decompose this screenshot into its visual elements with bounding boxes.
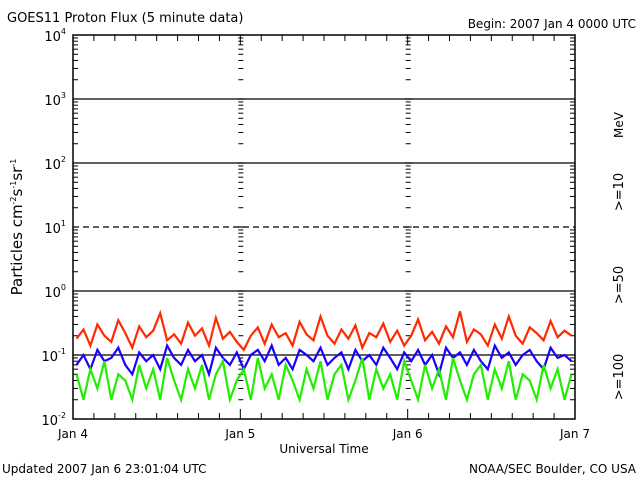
y-tick-label: 104 xyxy=(44,27,66,45)
series-lines xyxy=(75,309,573,404)
y-axis-label: Particles cm-2s-1sr-1 xyxy=(8,159,26,296)
unit-label: MeV xyxy=(612,111,626,138)
series-line-1 xyxy=(75,342,573,379)
begin-time: Begin: 2007 Jan 4 0000 UTC xyxy=(468,17,636,31)
x-tick-labels: Jan 4 Jan 5 Jan 6 Jan 7 xyxy=(57,427,590,441)
series-line-2 xyxy=(75,356,573,404)
x-axis-label: Universal Time xyxy=(279,442,368,456)
x-tick-label: Jan 7 xyxy=(559,427,590,441)
y-tick-label: 10-2 xyxy=(41,411,66,429)
legend-ge100: >=100 xyxy=(612,354,627,401)
x-tick-label: Jan 5 xyxy=(224,427,255,441)
plot-frame xyxy=(72,34,576,420)
updated-timestamp: Updated 2007 Jan 6 23:01:04 UTC xyxy=(2,462,207,476)
chart-title: GOES11 Proton Flux (5 minute data) xyxy=(7,11,243,26)
legend-ge10: >=10 xyxy=(612,173,627,211)
y-tick-label: 100 xyxy=(44,283,66,301)
y-tick-label: 103 xyxy=(44,91,66,109)
x-tick-label: Jan 4 xyxy=(57,427,88,441)
y-tick-label: 102 xyxy=(44,155,66,173)
plot-grid xyxy=(73,34,575,419)
credit: NOAA/SEC Boulder, CO USA xyxy=(469,462,637,476)
x-tick-label: Jan 6 xyxy=(392,427,423,441)
legend-ge50: >=50 xyxy=(612,266,627,304)
series-line-0 xyxy=(75,309,573,352)
y-tick-label: 101 xyxy=(44,219,66,237)
y-tick-labels: 104 103 102 101 100 10-1 10-2 xyxy=(41,27,66,429)
y-tick-label: 10-1 xyxy=(41,347,66,365)
